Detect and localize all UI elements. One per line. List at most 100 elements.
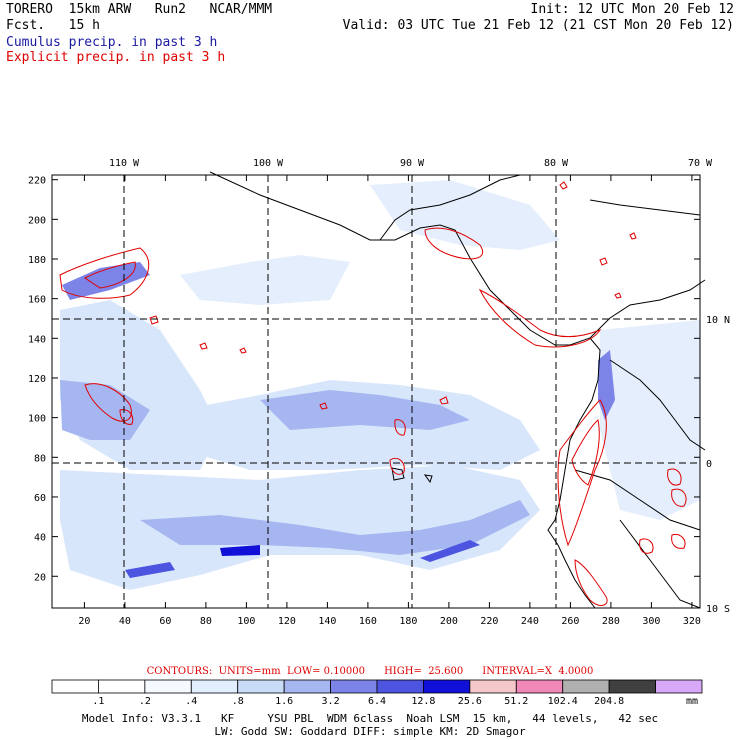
legend-label: 25.6 [458, 696, 482, 707]
longitude-label: 90 W [400, 158, 425, 169]
precip-area-coast-blue [598, 350, 615, 420]
island-galapagos [391, 467, 405, 481]
contour-w-cluster-inner [119, 409, 134, 425]
x-tick-label: 200 [440, 616, 458, 627]
legend-label: .8 [232, 696, 244, 707]
y-tick-label: 160 [28, 295, 46, 306]
y-tick-label: 60 [34, 493, 46, 504]
x-tick-label: 240 [521, 616, 539, 627]
contour-scatter-west [149, 315, 449, 410]
legend-swatch [98, 679, 146, 694]
explicit-precip-contours [59, 181, 687, 606]
coastline-central-america [209, 171, 706, 346]
precip-area-nw-blue [62, 262, 150, 300]
precip-area-central-medium [260, 390, 470, 430]
y-tick-label: 80 [34, 453, 46, 464]
contour-galapagos-2 [394, 419, 406, 436]
legend-label: 6.4 [368, 696, 386, 707]
legend-swatch [655, 679, 703, 694]
precip-shading [60, 180, 700, 590]
legend-label: 204.8 [594, 696, 624, 707]
precip-area-s-strong2 [420, 540, 480, 562]
longitude-labels: 110 W 100 W 90 W 80 W 70 W [109, 158, 713, 169]
precip-area-gulf [370, 180, 560, 250]
contour-east-4 [671, 533, 686, 549]
legend-swatch [469, 679, 517, 694]
grid-lines [52, 175, 700, 608]
y-tick-label: 200 [28, 215, 46, 226]
y-tick-label: 40 [34, 533, 46, 544]
forecast-hour: Fcst. 15 h [6, 18, 100, 33]
contour-galapagos [389, 457, 405, 475]
contour-w-cluster [84, 383, 132, 422]
x-tick-label: 80 [200, 616, 212, 627]
contour-nw-cluster-inner [84, 261, 136, 289]
legend-swatch [144, 679, 192, 694]
cumulus-precip-label: Cumulus precip. in past 3 h [6, 35, 218, 50]
legend-label: 12.8 [411, 696, 435, 707]
valid-time: Valid: 03 UTC Tue 21 Feb 12 (21 CST Mon … [342, 18, 734, 33]
x-tick-label: 100 [237, 616, 255, 627]
legend-swatch [237, 679, 285, 694]
longitude-label: 100 W [253, 158, 284, 169]
map-frame [51, 174, 701, 609]
precip-area-w-medium [60, 380, 150, 440]
x-tick-label: 320 [683, 616, 701, 627]
color-legend: .1 .2 .4 .8 1.6 3.2 6.4 12.8 25.6 51.2 102.4 204.8 m… [51, 679, 703, 707]
coastline-cuba [589, 199, 701, 216]
latitude-label: 0 [706, 459, 712, 470]
legend-label: .4 [185, 696, 197, 707]
y-tick-label: 220 [28, 176, 46, 187]
legend-label: 3.2 [322, 696, 340, 707]
model-name: TORERO 15km ARW Run2 NCAR/MMM [6, 2, 273, 17]
contour-east-2 [671, 488, 687, 507]
contour-north-scatter [559, 181, 637, 299]
x-tick-label: 260 [561, 616, 579, 627]
legend-swatch [515, 679, 564, 694]
y-axis: 20 40 60 80 100 120 140 160 180 200 220 [28, 176, 700, 583]
contour-colombia-inner [571, 419, 600, 486]
contour-east-3 [639, 538, 654, 554]
precip-area-north-band [180, 255, 350, 305]
x-tick-label: 20 [78, 616, 90, 627]
longitude-label: 70 W [688, 158, 713, 169]
legend-swatch [376, 679, 424, 694]
latitude-labels: 10 N 0 10 S [706, 315, 730, 615]
legend-units: mm [686, 696, 698, 707]
explicit-precip-label: Explicit precip. in past 3 h [6, 50, 226, 65]
legend-swatch [330, 679, 378, 694]
latitude-label: 10 N [706, 315, 730, 326]
x-axis: 20 40 60 80 100 120 140 160 180 200 220 240 260 280 30… [78, 175, 701, 627]
legend-swatch [51, 679, 99, 694]
model-info-line1: Model Info: V3.3.1 KF YSU PBL WDM 6class… [81, 712, 659, 725]
coastline-yucatan [379, 174, 521, 241]
legend-label: 1.6 [275, 696, 293, 707]
legend-swatch [190, 679, 239, 694]
latitude-label: 10 S [706, 604, 730, 615]
x-tick-label: 140 [318, 616, 336, 627]
y-tick-label: 140 [28, 334, 46, 345]
contour-nw-cluster [59, 247, 150, 299]
precip-area-s-strong1 [220, 545, 260, 556]
land-outlines [209, 171, 706, 609]
y-tick-label: 100 [28, 414, 46, 425]
x-tick-label: 120 [278, 616, 296, 627]
legend-label: .1 [92, 696, 104, 707]
contour-colombia-coast [557, 399, 607, 547]
x-tick-label: 60 [159, 616, 171, 627]
x-tick-label: 300 [642, 616, 660, 627]
coastline-south-america [547, 337, 601, 609]
x-tick-label: 160 [359, 616, 377, 627]
precip-area-south-medium [140, 500, 530, 555]
legend-swatch [423, 679, 471, 694]
border-brazil [619, 519, 701, 609]
border-andes [609, 359, 706, 451]
precip-area-s-strong3 [125, 562, 175, 578]
init-time: Init: 12 UTC Mon 20 Feb 12 [530, 2, 735, 17]
y-tick-label: 20 [34, 572, 46, 583]
x-tick-label: 40 [119, 616, 131, 627]
x-tick-label: 220 [480, 616, 498, 627]
contour-east-1 [667, 468, 682, 486]
x-tick-label: 280 [602, 616, 620, 627]
